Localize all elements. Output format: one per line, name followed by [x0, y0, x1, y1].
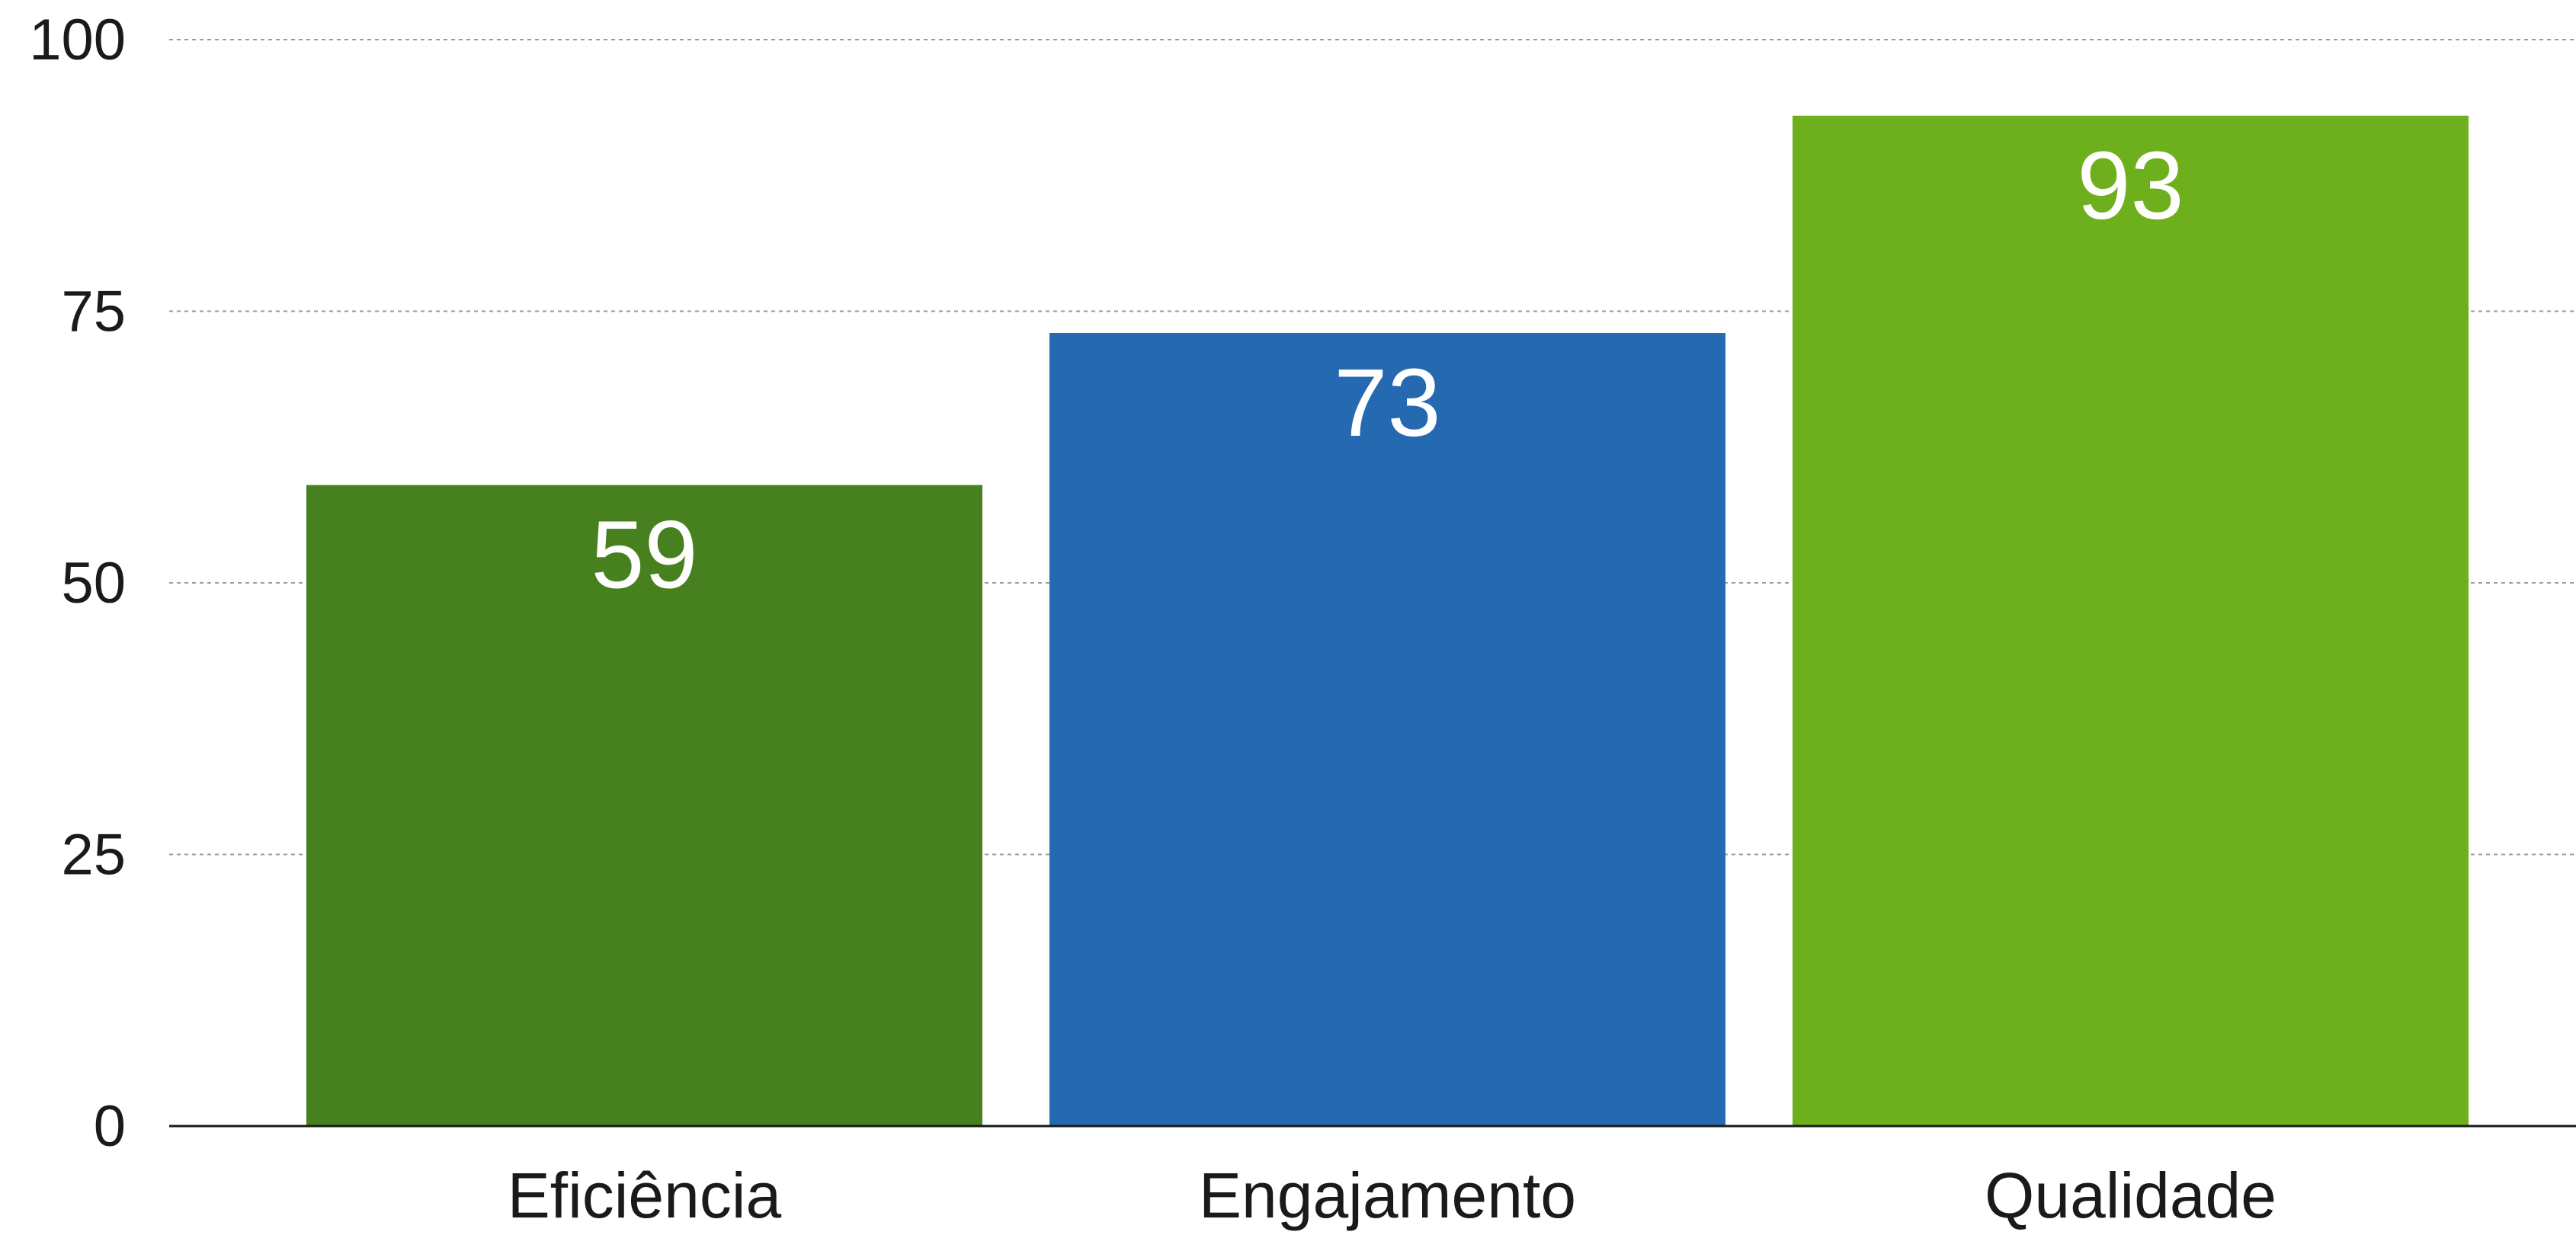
data-label: 73	[1334, 349, 1440, 456]
y-tick-label: 0	[94, 1094, 126, 1159]
bar-qualidade	[1793, 115, 2469, 1126]
bar-engajamento	[1049, 333, 1725, 1126]
data-label: 93	[2077, 132, 2184, 239]
y-tick-label: 75	[61, 280, 126, 344]
data-label: 59	[591, 501, 697, 609]
x-tick-label: Engajamento	[1199, 1160, 1576, 1231]
bar-eficiência	[306, 485, 982, 1126]
y-tick-label: 100	[29, 8, 126, 72]
y-tick-label: 50	[61, 551, 126, 616]
data-labels: 59 73 93	[591, 132, 2184, 609]
axes: 0 25 50 75 100 Eficiência Engajamento Qualidade	[29, 8, 2576, 1231]
x-tick-label: Qualidade	[1985, 1160, 2276, 1231]
bars	[306, 115, 2469, 1126]
x-tick-label: Eficiência	[508, 1160, 782, 1231]
y-tick-label: 25	[61, 823, 126, 888]
